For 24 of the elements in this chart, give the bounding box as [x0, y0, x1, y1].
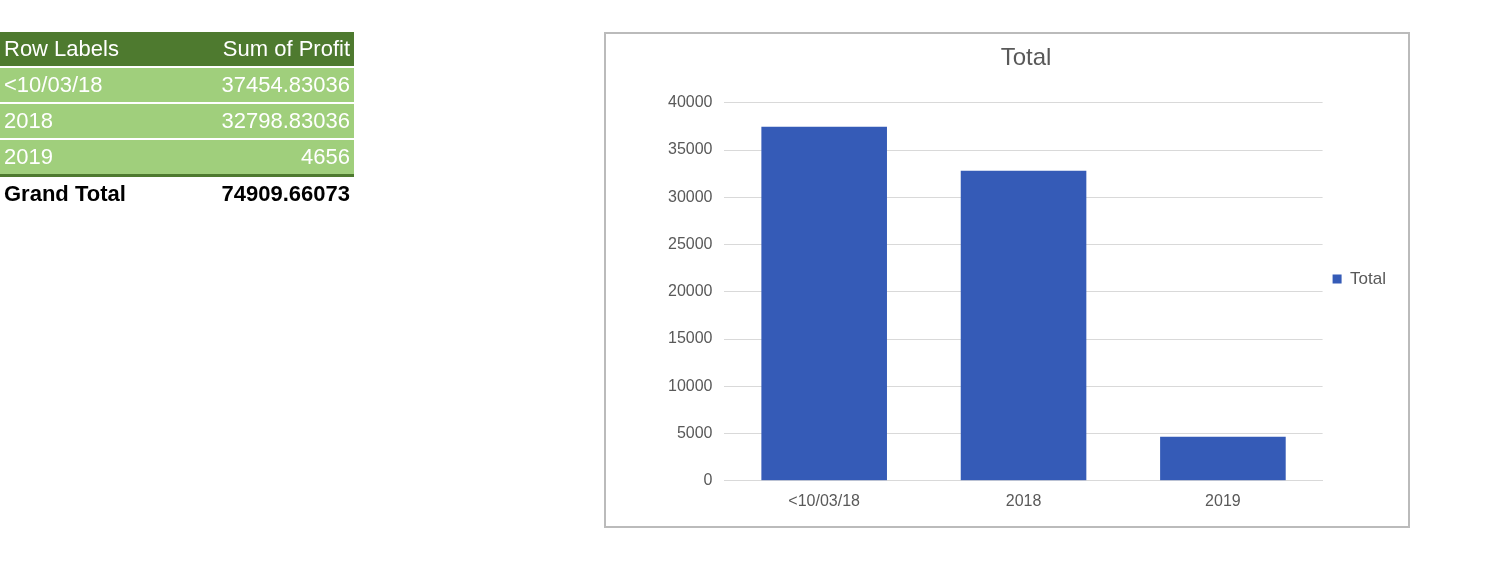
- chart-title: Total: [1000, 43, 1052, 71]
- legend-label: Total: [1350, 268, 1387, 288]
- category-label: <10/03/18: [4, 72, 103, 97]
- category-label: 2018: [4, 108, 53, 133]
- y-tick-label: 0: [703, 471, 713, 489]
- text: Sum of Profit: [174, 32, 354, 67]
- y-tick-label: 40000: [667, 93, 713, 111]
- text: 32798.83036: [174, 103, 354, 139]
- text: Grand Total: [0, 175, 174, 212]
- x-tick-label: 2019: [1205, 491, 1241, 509]
- text: Row Labels: [0, 32, 174, 67]
- text: 37454.83036: [174, 67, 354, 103]
- text: 74909.66073: [174, 175, 354, 212]
- category-label: 2019: [4, 144, 53, 169]
- y-tick-label: 5000: [676, 423, 713, 441]
- y-tick-label: 10000: [667, 376, 713, 394]
- y-tick-label: 25000: [667, 234, 713, 252]
- y-tick-label: 15000: [667, 329, 713, 347]
- x-tick-label: <10/03/18: [788, 491, 861, 509]
- y-tick-label: 35000: [667, 140, 713, 158]
- text: 4656: [174, 139, 354, 176]
- y-tick-label: 20000: [667, 282, 713, 300]
- x-tick-label: 2018: [1005, 491, 1042, 509]
- y-tick-label: 30000: [667, 187, 713, 205]
